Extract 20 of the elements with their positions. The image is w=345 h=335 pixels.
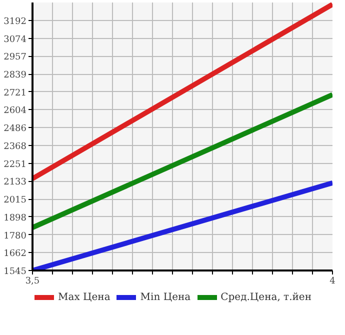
y-tick-label: 2368 [4, 142, 27, 152]
y-tick-label: 1662 [4, 249, 26, 260]
legend-label: Сред.Цена, т.йен [220, 291, 312, 303]
legend-label: Min Цена [140, 291, 191, 303]
y-tick-label: 1545 [4, 267, 27, 277]
y-tick-label: 2133 [4, 178, 27, 188]
y-tick-label: 1780 [4, 231, 27, 242]
y-tick-label: 2721 [4, 88, 26, 98]
x-tick-label: 4 [330, 276, 336, 286]
y-tick-label: 2839 [4, 70, 27, 81]
y-tick-label: 1898 [4, 213, 27, 224]
y-tick-label: 2015 [4, 196, 27, 206]
y-tick-label: 2251 [4, 160, 26, 170]
y-tick-label: 2486 [4, 124, 27, 134]
legend-label: Max Цена [58, 291, 110, 303]
y-tick-label: 3074 [4, 34, 27, 45]
y-tick-label: 3192 [4, 16, 26, 27]
y-tick-label: 2604 [4, 106, 27, 116]
x-tick-label: 3,5 [25, 276, 40, 286]
y-tick-label: 2957 [4, 52, 27, 63]
